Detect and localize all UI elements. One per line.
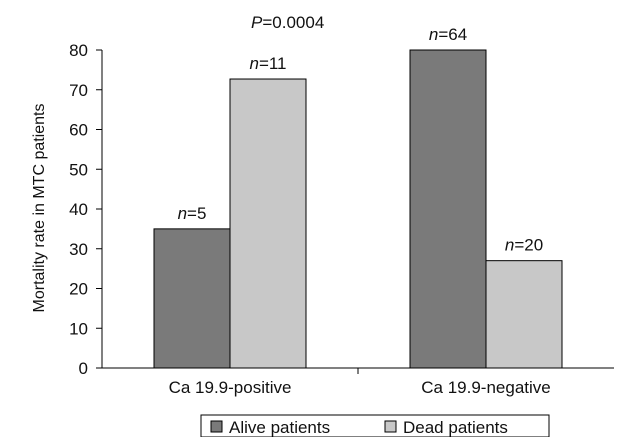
bar-data-label: n=20 — [505, 236, 543, 255]
y-tick-label: 70 — [69, 81, 88, 100]
legend-label: Dead patients — [403, 418, 508, 437]
bar — [229, 78, 307, 369]
bar-data-label: n=11 — [249, 54, 286, 73]
bar — [153, 228, 231, 369]
bar — [409, 49, 487, 369]
legend-label: Alive patients — [229, 418, 330, 437]
legend: Alive patients Dead patients — [200, 414, 550, 437]
y-tick-label: 20 — [69, 280, 88, 299]
y-tick-label: 50 — [69, 160, 88, 179]
y-axis-label: Mortality rate in MTC patients — [31, 104, 48, 313]
legend-swatch — [384, 420, 397, 433]
bar — [485, 260, 563, 369]
x-category-label: Ca 19.9-positive — [169, 378, 292, 397]
p-value-italic: P — [251, 13, 263, 32]
y-tick-label: 80 — [69, 41, 88, 60]
p-value-rest: =0.0004 — [262, 13, 324, 32]
bar-data-label: n=64 — [429, 25, 467, 44]
x-category-label: Ca 19.9-negative — [421, 378, 550, 397]
y-tick-label: 60 — [69, 121, 88, 140]
y-tick-label: 0 — [79, 359, 88, 378]
y-tick-label: 30 — [69, 240, 88, 259]
plot-area: 0 10 20 30 40 50 60 70 80 Ca 19.9-positive n=5 n=11… — [69, 25, 614, 397]
legend-swatch — [210, 420, 223, 433]
y-tick-label: 40 — [69, 200, 88, 219]
p-value-annotation: P=0.0004 — [251, 13, 324, 32]
y-tick-label: 10 — [69, 319, 88, 338]
legend-box — [200, 414, 550, 437]
bar-data-label: n=5 — [178, 204, 207, 223]
